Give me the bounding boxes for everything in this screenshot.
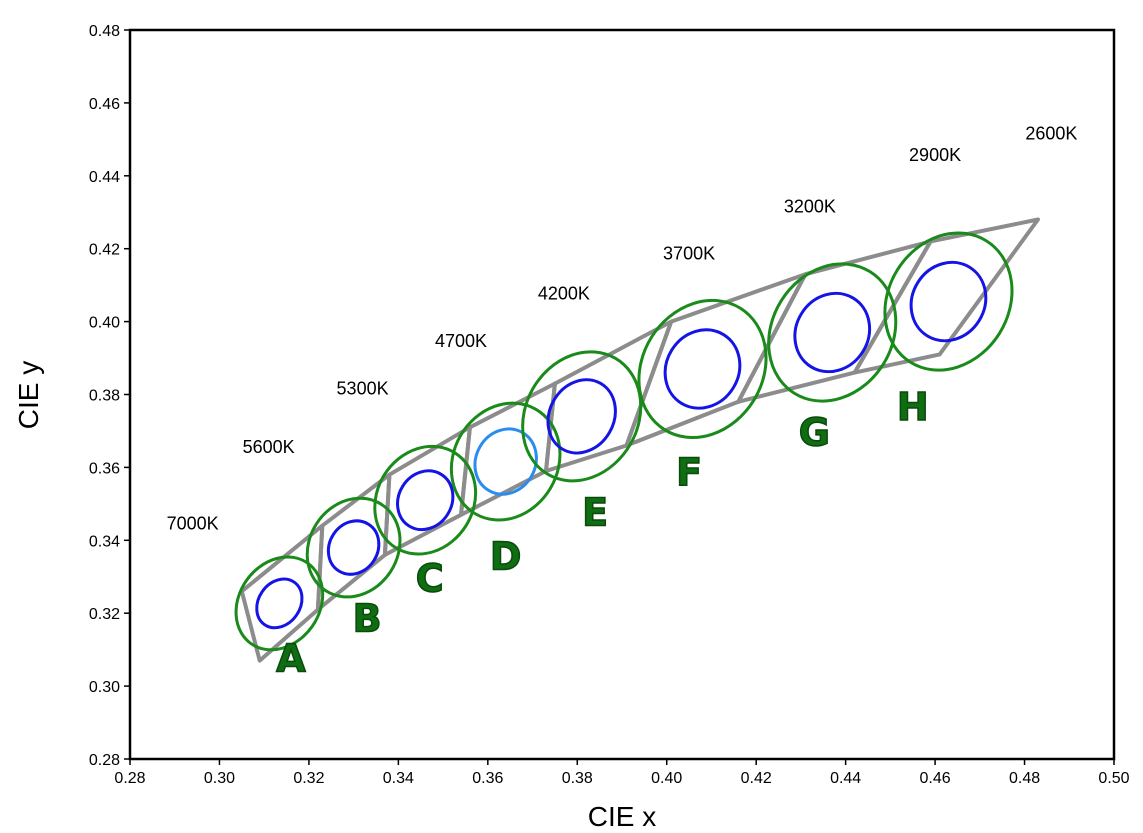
x-tick-label: 0.38 [562,770,593,787]
bin-c-inner-ellipse [396,469,455,532]
y-tick-label: 0.28 [89,752,120,769]
x-tick-label: 0.34 [383,770,414,787]
bin-d-outer-ellipse [449,401,562,522]
bin-label: H [897,385,929,429]
bin-b-outer-ellipse [305,496,402,599]
plot-area-frame [128,28,1116,761]
cct-labels: 7000K 5600K 5300K 4700K 4200K 3700K 3200K 2900K… [167,123,1078,533]
bin-label: A [276,637,306,681]
bin-h-outer-ellipse [883,231,1014,372]
bin-e-inner-ellipse [546,378,617,455]
bin-quadrangles [239,217,1040,663]
bin-label: F [676,451,702,495]
x-axis-title: CIE x [588,801,656,832]
y-tick-label: 0.34 [89,533,120,550]
bin-h-inner-ellipse [909,260,988,343]
x-tick-label: 0.28 [114,770,145,787]
y-tick-label: 0.42 [89,242,120,259]
cct-label: 7000K [167,513,219,533]
bin-label: B [353,596,382,640]
cct-label: 4200K [538,284,590,304]
y-tick-label: 0.30 [89,679,120,696]
y-tick-label: 0.44 [89,169,120,186]
bin-b-inner-ellipse [326,519,381,576]
cct-label: 3700K [663,244,715,264]
x-tick-label: 0.44 [830,770,861,787]
bin-label: C [416,556,444,600]
bin-label: D [490,534,522,578]
x-tick-label: 0.50 [1098,770,1129,787]
macadam-ellipses [234,231,1014,652]
y-axis-ticks: 0.28 0.30 0.32 0.34 0.36 0.38 0.40 0.42 0.44 0.46… [89,23,130,769]
y-tick-label: 0.38 [89,388,120,405]
bin-g-inner-ellipse [793,291,872,374]
x-tick-label: 0.40 [651,770,682,787]
y-axis-title: CIE y [13,361,44,429]
x-axis-ticks: 0.28 0.30 0.32 0.34 0.36 0.38 0.40 0.42 0.44 0.46… [114,759,1130,787]
y-tick-label: 0.36 [89,460,120,477]
bin-a-inner-ellipse [255,577,304,630]
y-tick-label: 0.32 [89,606,120,623]
bin-label: G [799,411,830,455]
x-tick-label: 0.46 [920,770,951,787]
x-tick-label: 0.36 [472,770,503,787]
x-tick-label: 0.30 [204,770,235,787]
cct-label: 5600K [243,437,295,457]
y-tick-label: 0.40 [89,315,120,332]
bin-h-quadrangle [852,217,1040,375]
bin-labels: A BC D E F G H [276,384,930,681]
bin-f-outer-ellipse [637,298,768,440]
bin-e-outer-ellipse [521,350,643,483]
cct-label: 2900K [909,145,961,165]
cct-label: 5300K [337,379,389,399]
y-tick-label: 0.46 [89,96,120,113]
cct-label: 2600K [1025,123,1077,143]
bin-f-inner-ellipse [663,328,742,410]
cct-label: 4700K [435,331,487,351]
bin-label: E [582,491,608,535]
y-tick-label: 0.48 [89,23,120,40]
x-tick-label: 0.48 [1009,770,1040,787]
x-tick-label: 0.32 [293,770,324,787]
x-tick-label: 0.42 [741,770,772,787]
cct-label: 3200K [784,196,836,216]
bin-g-outer-ellipse [767,262,898,403]
